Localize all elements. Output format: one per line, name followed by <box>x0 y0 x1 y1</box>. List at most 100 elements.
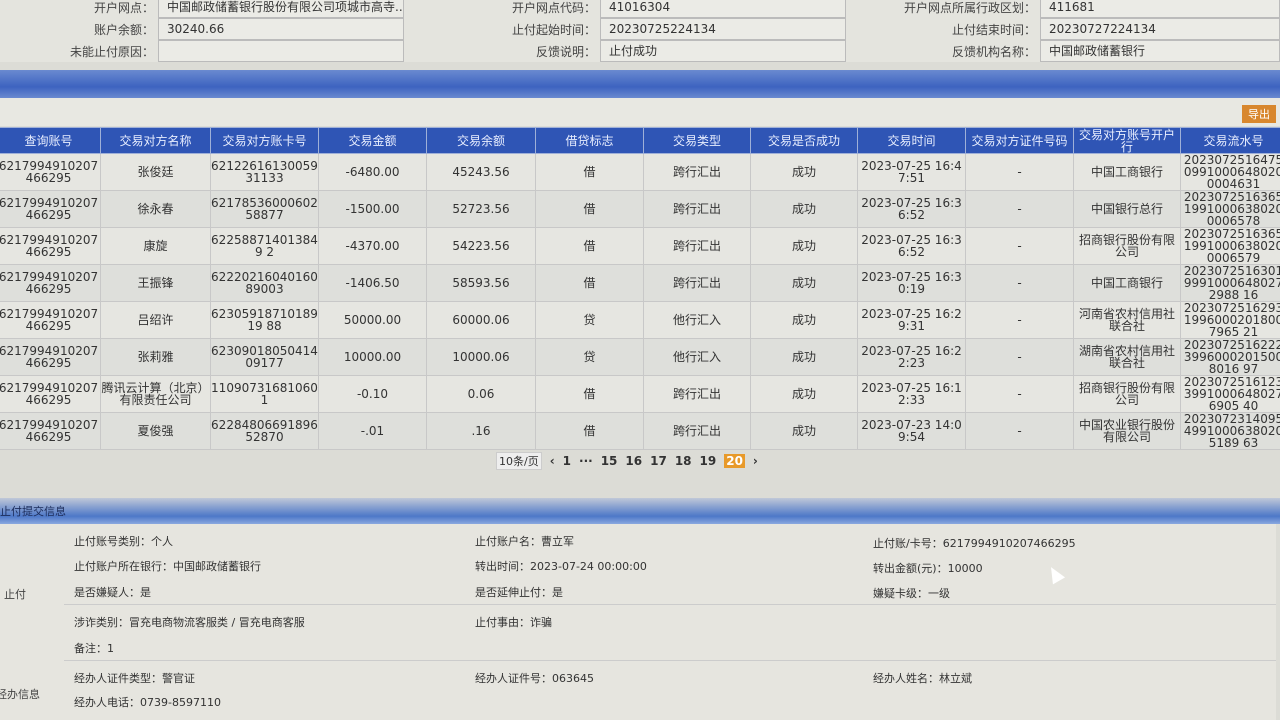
officer-name: 经办人姓名：林立斌 <box>873 672 972 685</box>
out-amount: 转出金额(元)：10000 <box>873 562 983 575</box>
table-cell: 6217994910207466295 <box>0 375 101 413</box>
table-cell: 成功 <box>750 338 858 376</box>
table-cell: 张莉雅 <box>100 338 211 376</box>
table-cell: 2023-07-25 16:36:52 <box>857 190 966 228</box>
table-row[interactable]: 6217994910207466295 夏俊强 622848066918965287… <box>0 412 1280 450</box>
acct-type: 止付账号类别：个人 <box>74 535 173 548</box>
table-cell: 6217994910207466295 <box>0 227 101 265</box>
section-title: 止付提交信息 <box>0 505 66 518</box>
table-cell: 借 <box>535 190 644 228</box>
table-cell: 借 <box>535 227 644 265</box>
table-cell: 成功 <box>750 190 858 228</box>
table-cell: 成功 <box>750 375 858 413</box>
field-fail-reason: 未能止付原因： <box>0 40 404 62</box>
table-cell: 2023-07-25 16:12:33 <box>857 375 966 413</box>
next-page-button[interactable]: › <box>752 454 758 468</box>
page-list: 1 ··· 15 16 17 18 19 20 <box>563 454 745 468</box>
table-cell: 招商银行股份有限公司 <box>1073 227 1181 265</box>
table-row[interactable]: 6217994910207466295 徐永春 621785360006025887… <box>0 190 1280 228</box>
toolbar: 导出 <box>0 98 1280 126</box>
field-branch: 开户网点： 中国邮政储蓄银行股份有限公司项城市高寺... <box>0 0 404 18</box>
transaction-table: 查询账号 交易对方名称 交易对方账卡号 交易金额 交易余额 借贷标志 交易类型 交易是否成功交… <box>0 127 1280 450</box>
table-cell: 202307251636519910006380200006579 <box>1180 227 1280 265</box>
column-header: 交易对方名称 <box>100 127 211 154</box>
table-cell: 202307251629319960002018007965 21 <box>1180 301 1280 339</box>
table-cell: 58593.56 <box>426 264 536 302</box>
column-header: 交易对方账号开户行 <box>1073 127 1181 154</box>
reason: 止付事由：诈骗 <box>475 616 552 629</box>
table-cell: 跨行汇出 <box>643 264 751 302</box>
table-cell: 中国工商银行 <box>1073 153 1181 191</box>
table-cell: -.01 <box>318 412 427 450</box>
acct-name: 止付账户名：曹立军 <box>475 535 574 548</box>
section-bar <box>0 70 1280 98</box>
table-cell: 2023-07-25 16:47:51 <box>857 153 966 191</box>
field-region: 开户网点所属行政区划： 411681 <box>850 0 1280 18</box>
field-end-time: 止付结束时间： 20230727224134 <box>850 18 1280 40</box>
suspect: 是否嫌疑人：是 <box>74 586 151 599</box>
table-cell: -0.10 <box>318 375 427 413</box>
page-button[interactable]: 17 <box>650 454 667 468</box>
export-button[interactable]: 导出 <box>1242 105 1276 123</box>
table-cell: .16 <box>426 412 536 450</box>
page-button[interactable]: 18 <box>674 454 692 468</box>
table-cell: 湖南省农村信用社联合社 <box>1073 338 1181 376</box>
table-cell: 45243.56 <box>426 153 536 191</box>
table-cell: 202307231409549910006380205189 63 <box>1180 412 1280 450</box>
table-cell: 跨行汇出 <box>643 153 751 191</box>
table-cell: 2023-07-23 14:09:54 <box>857 412 966 450</box>
table-row[interactable]: 6217994910207466295 康旋 622588714013849 2 -4… <box>0 227 1280 265</box>
table-cell: -1406.50 <box>318 264 427 302</box>
table-cell: 中国工商银行 <box>1073 264 1181 302</box>
table-cell: 6222021604016089003 <box>210 264 319 302</box>
table-cell: - <box>965 375 1074 413</box>
page-button[interactable]: 15 <box>600 454 618 468</box>
table-cell: 成功 <box>750 227 858 265</box>
bank: 止付账户所在银行：中国邮政储蓄银行 <box>74 560 261 573</box>
table-row[interactable]: 6217994910207466295 腾讯云计算（北京）有限责任公司 110907… <box>0 375 1280 413</box>
page-button[interactable]: 19 <box>699 454 717 468</box>
field-feedback: 反馈说明： 止付成功 <box>404 40 846 62</box>
table-cell: 腾讯云计算（北京）有限责任公司 <box>100 375 211 413</box>
table-cell: 借 <box>535 264 644 302</box>
table-cell: 2023-07-25 16:22:23 <box>857 338 966 376</box>
table-cell: 60000.06 <box>426 301 536 339</box>
table-cell: 他行汇入 <box>643 338 751 376</box>
column-header: 交易类型 <box>643 127 751 154</box>
page-button[interactable]: 16 <box>625 454 643 468</box>
table-cell: 中国银行总行 <box>1073 190 1181 228</box>
page-button[interactable]: 1 <box>562 454 572 468</box>
table-cell: 夏俊强 <box>100 412 211 450</box>
table-row[interactable]: 6217994910207466295 张莉雅 623090180504140917… <box>0 338 1280 376</box>
page-button[interactable]: ··· <box>579 454 593 468</box>
table-cell: 借 <box>535 153 644 191</box>
table-cell: 10000.00 <box>318 338 427 376</box>
acct-no: 止付账/卡号：6217994910207466295 <box>873 537 1076 550</box>
table-cell: 成功 <box>750 264 858 302</box>
page-size-select[interactable]: 10条/页 <box>496 452 542 470</box>
column-header: 交易对方证件号码 <box>965 127 1074 154</box>
table-header-row: 查询账号 交易对方名称 交易对方账卡号 交易金额 交易余额 借贷标志 交易类型 交易是否成功交… <box>0 127 1280 154</box>
submit-info-panel: 止付 经办信息 止付账号类别：个人 止付账户名：曹立军 止付账/卡号：62179… <box>0 524 1276 720</box>
table-cell: 6217994910207466295 <box>0 264 101 302</box>
card-level: 嫌疑卡级：一级 <box>873 587 950 600</box>
table-cell: 他行汇入 <box>643 301 751 339</box>
table-cell: -6480.00 <box>318 153 427 191</box>
table-cell: 贷 <box>535 338 644 376</box>
table-row[interactable]: 6217994910207466295 吕绍许 6230591871018919 8… <box>0 301 1280 339</box>
table-cell: 张俊廷 <box>100 153 211 191</box>
divider <box>64 604 1276 605</box>
officer-id-type: 经办人证件类型：警官证 <box>74 672 195 685</box>
prev-page-button[interactable]: ‹ <box>549 454 555 468</box>
table-row[interactable]: 6217994910207466295 王振锋 622202160401608900… <box>0 264 1280 302</box>
table-cell: 中国农业银行股份有限公司 <box>1073 412 1181 450</box>
table-cell: - <box>965 153 1074 191</box>
table-cell: 跨行汇出 <box>643 227 751 265</box>
table-cell: -4370.00 <box>318 227 427 265</box>
table-cell: 52723.56 <box>426 190 536 228</box>
table-cell: 202307251647509910006480200004631 <box>1180 153 1280 191</box>
divider <box>64 660 1276 661</box>
table-cell: - <box>965 301 1074 339</box>
table-row[interactable]: 6217994910207466295 张俊廷 621226161300593113… <box>0 153 1280 191</box>
page-button[interactable]: 20 <box>724 454 745 468</box>
